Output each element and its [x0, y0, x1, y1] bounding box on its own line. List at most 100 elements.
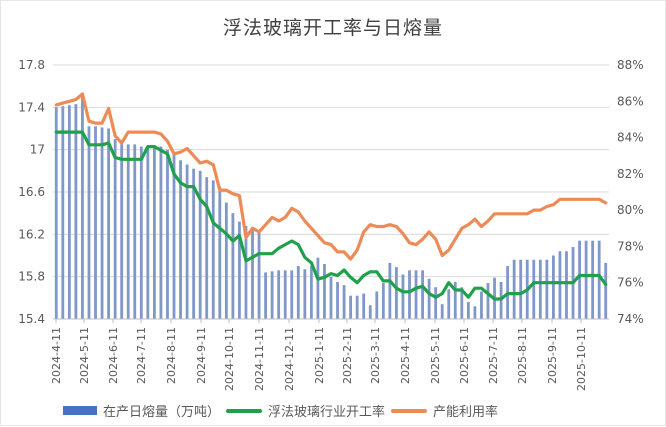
bar — [486, 283, 490, 319]
bar — [336, 281, 339, 319]
bar — [480, 291, 483, 319]
bar — [388, 262, 392, 319]
bar — [159, 146, 163, 319]
bar — [512, 259, 516, 319]
x-tick-label: 2025-1-11 — [313, 327, 326, 384]
x-tick-label: 2025-3-11 — [369, 327, 382, 384]
bar — [473, 306, 477, 319]
bar — [349, 295, 353, 319]
bar — [218, 186, 222, 319]
bar — [323, 263, 326, 319]
bar — [421, 270, 424, 319]
bar — [466, 302, 470, 319]
bar — [460, 287, 464, 319]
bar — [427, 278, 431, 319]
bar-swatch-icon — [63, 406, 97, 415]
bar — [74, 104, 78, 320]
x-tick-label: 2024-12-11 — [283, 327, 296, 391]
legend-item-capacity-utilization[interactable]: 产能利用率 — [391, 401, 498, 420]
y-tick-left: 17.8 — [18, 58, 45, 72]
bar — [152, 146, 156, 319]
bar — [277, 270, 281, 319]
x-tick-label: 2025-7-11 — [487, 327, 500, 384]
bar — [257, 232, 261, 319]
line-series — [54, 92, 608, 301]
bar — [139, 146, 143, 319]
bar — [224, 202, 228, 319]
x-tick-label: 2025-5-11 — [429, 327, 442, 384]
bar — [395, 267, 398, 319]
y-tick-left: 17 — [30, 143, 45, 157]
bar — [205, 177, 209, 319]
x-tick-label: 2024-4-11 — [50, 327, 63, 384]
chart-title: 浮法玻璃开工率与日熔量 — [222, 17, 443, 39]
bar — [179, 160, 182, 319]
y-tick-right: 82% — [617, 167, 644, 181]
bar — [107, 128, 110, 319]
bar — [434, 287, 438, 319]
bar — [172, 151, 176, 319]
bar — [309, 266, 313, 319]
bar — [198, 170, 202, 319]
x-tick-label: 2025-6-11 — [458, 327, 471, 384]
bar — [329, 276, 333, 319]
bar — [244, 225, 248, 319]
y-tick-right: 78% — [617, 239, 644, 253]
bar — [133, 144, 137, 319]
bar — [94, 126, 97, 319]
bar — [303, 269, 307, 319]
bar — [362, 293, 366, 319]
bar — [578, 240, 581, 319]
bar — [591, 240, 595, 319]
x-tick-label: 2024-11-11 — [253, 327, 266, 391]
x-tick-label: 2024-7-11 — [135, 327, 148, 384]
bar — [552, 255, 555, 319]
bar — [120, 144, 124, 319]
bar — [61, 106, 65, 320]
legend: 在产日熔量（万吨） 浮法玻璃行业开工率 产能利用率 — [63, 401, 504, 420]
bar — [290, 270, 294, 319]
y-axis-right: 88% 86% 84% 82% 80% 78% 76% 74% — [617, 58, 644, 326]
x-tick-label: 2025-4-11 — [399, 327, 412, 384]
bar — [565, 251, 568, 319]
y-axis-left: 17.8 17.4 17 16.6 16.2 15.8 15.4 — [18, 58, 45, 326]
bar — [166, 149, 169, 319]
legend-item-operating-rate[interactable]: 浮法玻璃行业开工率 — [226, 401, 385, 420]
bar — [113, 139, 117, 319]
bar — [342, 285, 346, 319]
x-tick-label: 2024-5-11 — [78, 327, 91, 384]
x-tick-label: 2024-9-11 — [195, 327, 208, 384]
y-tick-left: 17.4 — [18, 100, 45, 114]
bar — [414, 270, 418, 319]
bar — [238, 221, 241, 319]
bar — [597, 240, 601, 319]
bar — [447, 289, 451, 319]
bar — [558, 251, 562, 319]
bar — [545, 259, 549, 319]
bar — [87, 126, 91, 319]
legend-label: 在产日熔量（万吨） — [103, 405, 221, 420]
x-tick-label: 2024-6-11 — [107, 327, 120, 384]
bar — [604, 262, 608, 319]
x-tick-label: 2024-8-11 — [165, 327, 178, 384]
y-tick-left: 16.2 — [18, 227, 45, 241]
legend-item-daily-melt[interactable]: 在产日熔量（万吨） — [63, 401, 220, 420]
bar — [532, 259, 536, 319]
series-line — [54, 130, 608, 301]
bar — [283, 270, 287, 319]
y-tick-right: 74% — [617, 312, 644, 326]
bar — [270, 271, 274, 319]
bar — [100, 127, 104, 319]
bar — [368, 305, 372, 319]
x-tick-label: 2025-9-11 — [546, 327, 559, 384]
bar — [67, 105, 71, 319]
x-tick-label: 2025-2-11 — [341, 327, 354, 384]
y-tick-right: 88% — [617, 58, 644, 72]
y-tick-left: 15.8 — [18, 270, 45, 284]
bar — [264, 272, 267, 319]
y-tick-left: 16.6 — [18, 185, 45, 199]
bar — [185, 164, 189, 319]
x-tick-label: 2025-10-11 — [575, 327, 588, 391]
